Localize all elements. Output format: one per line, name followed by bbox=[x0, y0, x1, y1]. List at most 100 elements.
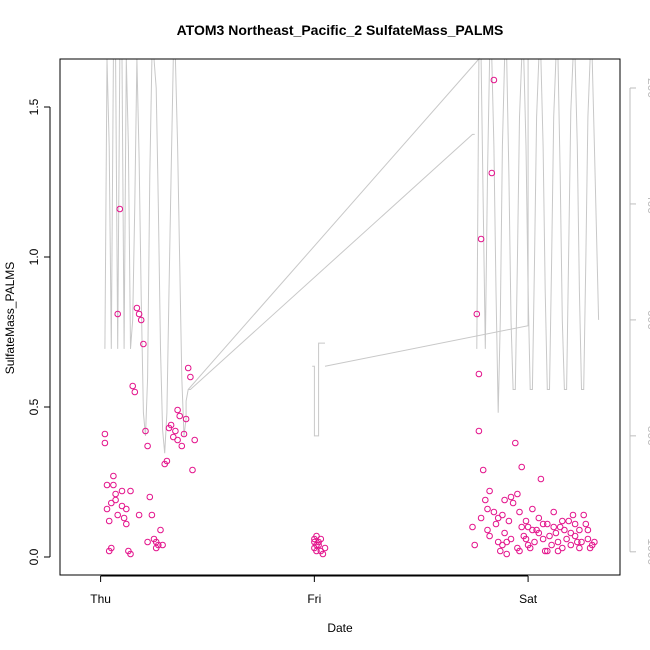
right-tick-label: 600 bbox=[645, 310, 650, 330]
data-point bbox=[522, 535, 530, 543]
data-point bbox=[494, 538, 502, 546]
right-tick-label: 400 bbox=[645, 194, 650, 214]
data-point bbox=[571, 532, 579, 540]
x-tick-label: Thu bbox=[90, 592, 111, 606]
data-point bbox=[475, 427, 483, 435]
data-point bbox=[591, 538, 598, 546]
data-point bbox=[541, 547, 549, 555]
data-point bbox=[507, 493, 515, 501]
data-point bbox=[563, 535, 570, 543]
data-point bbox=[144, 442, 151, 450]
data-point bbox=[535, 529, 543, 537]
data-point bbox=[518, 523, 526, 531]
data-point bbox=[535, 514, 543, 522]
right-tick-label: 1000 bbox=[645, 538, 650, 565]
data-point bbox=[137, 316, 145, 324]
data-point bbox=[159, 541, 166, 549]
data-point bbox=[569, 511, 577, 519]
data-point bbox=[313, 541, 320, 549]
data-point bbox=[497, 547, 504, 555]
data-point bbox=[469, 523, 476, 531]
data-point bbox=[178, 442, 186, 450]
data-point bbox=[140, 340, 147, 348]
data-point bbox=[176, 412, 183, 420]
right-tick-label: 200 bbox=[645, 78, 650, 98]
data-point bbox=[103, 505, 111, 513]
data-point bbox=[576, 544, 583, 552]
data-point bbox=[189, 466, 196, 474]
x-tick-label: Sat bbox=[519, 592, 538, 606]
data-point bbox=[313, 532, 320, 540]
data-point bbox=[473, 310, 481, 318]
data-point bbox=[582, 520, 590, 528]
data-point bbox=[548, 541, 555, 549]
data-point bbox=[110, 481, 117, 489]
data-point bbox=[559, 544, 566, 552]
y-tick-label: 1.0 bbox=[27, 248, 41, 265]
data-point bbox=[180, 430, 188, 438]
data-point bbox=[492, 520, 500, 528]
data-point bbox=[512, 439, 519, 447]
data-point bbox=[486, 532, 493, 540]
data-point bbox=[574, 538, 581, 546]
data-point bbox=[499, 541, 506, 549]
data-point bbox=[172, 427, 179, 435]
data-point bbox=[550, 508, 558, 516]
data-point bbox=[103, 481, 111, 489]
data-point bbox=[544, 520, 551, 528]
data-point bbox=[522, 517, 530, 525]
data-point bbox=[152, 544, 160, 552]
data-point bbox=[484, 526, 491, 534]
data-point bbox=[131, 388, 139, 396]
data-point bbox=[561, 526, 568, 534]
data-point bbox=[133, 304, 141, 312]
altitude-line bbox=[104, 57, 600, 454]
data-point bbox=[580, 511, 588, 519]
data-point bbox=[531, 538, 538, 546]
data-point bbox=[123, 520, 130, 528]
data-point bbox=[144, 538, 151, 546]
x-tick-label: Fri bbox=[307, 592, 321, 606]
data-point bbox=[524, 523, 532, 531]
plot-frame bbox=[59, 58, 621, 576]
data-point bbox=[567, 541, 575, 549]
data-point bbox=[518, 463, 526, 471]
data-point bbox=[529, 526, 536, 534]
chart-title: ATOM3 Northeast_Pacific_2 SulfateMass_PA… bbox=[177, 22, 504, 38]
data-point bbox=[477, 235, 485, 243]
data-point bbox=[123, 505, 130, 513]
data-point bbox=[114, 511, 121, 519]
data-point bbox=[129, 382, 136, 390]
data-point bbox=[184, 364, 192, 372]
data-point bbox=[537, 475, 545, 483]
data-point bbox=[127, 487, 134, 495]
y-axis-label: SulfateMass_PALMS bbox=[3, 262, 17, 375]
altitude-line-segment-0 bbox=[188, 133, 475, 390]
data-point bbox=[501, 529, 508, 537]
data-point bbox=[174, 436, 181, 444]
data-point bbox=[157, 526, 164, 534]
data-point bbox=[315, 541, 322, 549]
data-point bbox=[584, 526, 592, 534]
data-point bbox=[559, 517, 566, 525]
data-point bbox=[526, 544, 534, 552]
data-point bbox=[135, 511, 143, 519]
data-point bbox=[477, 514, 485, 522]
data-point bbox=[475, 370, 483, 378]
data-point bbox=[546, 532, 553, 540]
data-point bbox=[187, 373, 194, 381]
data-point bbox=[509, 499, 517, 507]
x-axis-label: Date bbox=[327, 621, 353, 635]
data-point bbox=[108, 544, 115, 552]
data-point bbox=[567, 529, 575, 537]
right-tick-label: 800 bbox=[645, 426, 650, 446]
data-point bbox=[554, 538, 562, 546]
data-point bbox=[556, 523, 564, 531]
data-point bbox=[488, 169, 496, 177]
data-point bbox=[505, 517, 513, 525]
data-point bbox=[507, 535, 515, 543]
data-point bbox=[571, 520, 579, 528]
data-point bbox=[108, 499, 115, 507]
data-point bbox=[146, 493, 154, 501]
data-point bbox=[578, 538, 585, 546]
